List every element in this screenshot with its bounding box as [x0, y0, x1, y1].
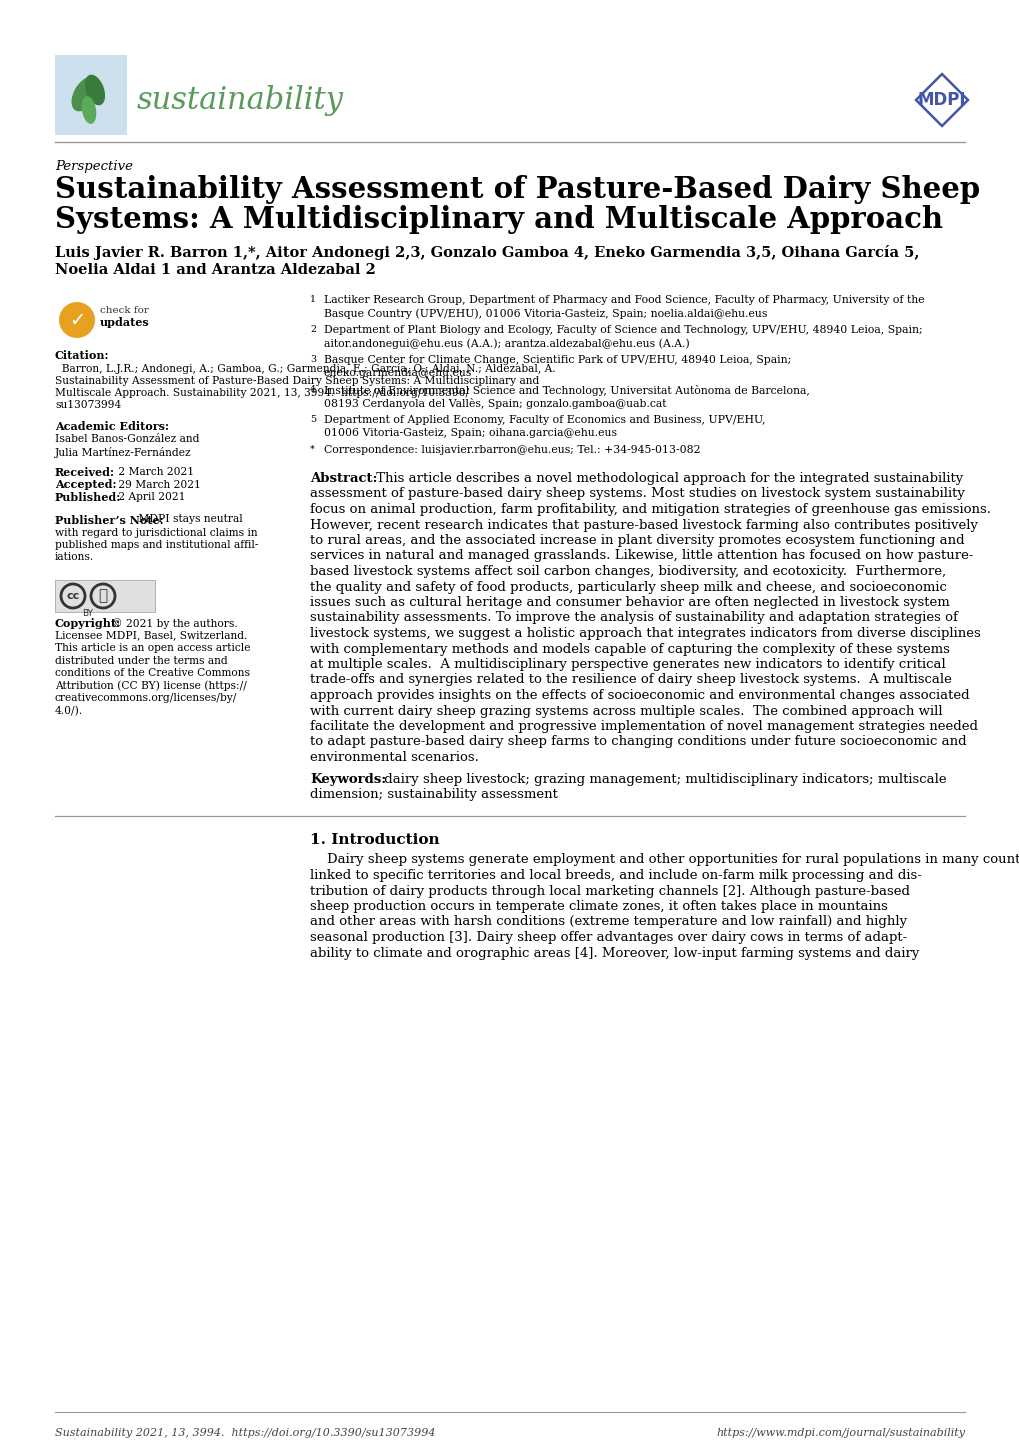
Text: Copyright:: Copyright:	[55, 619, 121, 629]
Text: 2: 2	[310, 324, 316, 335]
Text: services in natural and managed grasslands. Likewise, little attention has focus: services in natural and managed grasslan…	[310, 549, 972, 562]
Text: at multiple scales.  A multidisciplinary perspective generates new indicators to: at multiple scales. A multidisciplinary …	[310, 658, 945, 671]
Text: issues such as cultural heritage and consumer behavior are often neglected in li: issues such as cultural heritage and con…	[310, 596, 949, 609]
FancyBboxPatch shape	[55, 55, 127, 136]
Text: 2 April 2021: 2 April 2021	[115, 492, 185, 502]
Text: 1. Introduction: 1. Introduction	[310, 833, 439, 848]
Text: Department of Applied Economy, Faculty of Economics and Business, UPV/EHU,: Department of Applied Economy, Faculty o…	[324, 415, 765, 425]
Text: Accepted:: Accepted:	[55, 480, 116, 490]
Text: Department of Plant Biology and Ecology, Faculty of Science and Technology, UPV/: Department of Plant Biology and Ecology,…	[324, 324, 922, 335]
Text: Noelia Aldai 1 and Arantza Aldezabal 2: Noelia Aldai 1 and Arantza Aldezabal 2	[55, 262, 376, 277]
Text: 4.0/).: 4.0/).	[55, 705, 84, 715]
Text: Sustainability 2021, 13, 3994.  https://doi.org/10.3390/su13073994: Sustainability 2021, 13, 3994. https://d…	[55, 1428, 435, 1438]
Text: MDPI: MDPI	[917, 91, 965, 110]
Text: published maps and institutional affil-: published maps and institutional affil-	[55, 539, 258, 549]
Text: conditions of the Creative Commons: conditions of the Creative Commons	[55, 668, 250, 678]
Text: sustainability assessments. To improve the analysis of sustainability and adapta: sustainability assessments. To improve t…	[310, 611, 957, 624]
Text: Multiscale Approach. Sustainability 2021, 13, 3994.  https://doi.org/10.3390/: Multiscale Approach. Sustainability 2021…	[55, 388, 469, 398]
Text: focus on animal production, farm profitability, and mitigation strategies of gre: focus on animal production, farm profita…	[310, 503, 990, 516]
Text: 5: 5	[310, 415, 316, 424]
Text: Licensee MDPI, Basel, Switzerland.: Licensee MDPI, Basel, Switzerland.	[55, 630, 248, 640]
Text: sustainability: sustainability	[137, 85, 343, 115]
Ellipse shape	[82, 97, 96, 124]
Text: Attribution (CC BY) license (https://: Attribution (CC BY) license (https://	[55, 681, 247, 691]
Text: Keywords:: Keywords:	[310, 773, 386, 786]
Text: Abstract:: Abstract:	[310, 472, 377, 485]
FancyBboxPatch shape	[55, 580, 155, 611]
Text: Citation:: Citation:	[55, 350, 109, 360]
Text: This article describes a novel methodological approach for the integrated sustai: This article describes a novel methodolo…	[372, 472, 962, 485]
Text: creativecommons.org/licenses/by/: creativecommons.org/licenses/by/	[55, 694, 237, 704]
Text: Barron, L.J.R.; Andonegi, A.; Gamboa, G.; Garmendia, E.; García, O.; Aldai, N.; : Barron, L.J.R.; Andonegi, A.; Gamboa, G.…	[55, 363, 555, 373]
Text: livestock systems, we suggest a holistic approach that integrates indicators fro: livestock systems, we suggest a holistic…	[310, 627, 980, 640]
Text: facilitate the development and progressive implementation of novel management st: facilitate the development and progressi…	[310, 720, 977, 733]
Text: Sustainability Assessment of Pasture-Based Dairy Sheep Systems: A Multidisciplin: Sustainability Assessment of Pasture-Bas…	[55, 375, 539, 385]
Text: Correspondence: luisjavier.rbarron@ehu.eus; Tel.: +34-945-013-082: Correspondence: luisjavier.rbarron@ehu.e…	[324, 446, 700, 456]
Text: assessment of pasture-based dairy sheep systems. Most studies on livestock syste: assessment of pasture-based dairy sheep …	[310, 487, 964, 500]
Text: linked to specific territories and local breeds, and include on-farm milk proces: linked to specific territories and local…	[310, 870, 921, 883]
Text: with current dairy sheep grazing systems across multiple scales.  The combined a: with current dairy sheep grazing systems…	[310, 705, 942, 718]
Text: *: *	[310, 446, 315, 454]
Text: su13073994: su13073994	[55, 401, 121, 411]
Text: sheep production occurs in temperate climate zones, it often takes place in moun: sheep production occurs in temperate cli…	[310, 900, 887, 913]
Text: with complementary methods and models capable of capturing the complexity of the: with complementary methods and models ca…	[310, 643, 949, 656]
Text: Publisher’s Note:: Publisher’s Note:	[55, 515, 163, 525]
Text: cc: cc	[66, 591, 79, 601]
Text: Isabel Banos-González and: Isabel Banos-González and	[55, 434, 200, 444]
Text: ability to climate and orographic areas [4]. Moreover, low-input farming systems: ability to climate and orographic areas …	[310, 946, 918, 959]
Text: Perspective: Perspective	[55, 160, 132, 173]
Text: seasonal production [3]. Dairy sheep offer advantages over dairy cows in terms o: seasonal production [3]. Dairy sheep off…	[310, 932, 906, 945]
Text: Basque Center for Climate Change, Scientific Park of UPV/EHU, 48940 Leioa, Spain: Basque Center for Climate Change, Scient…	[324, 355, 791, 365]
Text: © 2021 by the authors.: © 2021 by the authors.	[112, 619, 237, 629]
Ellipse shape	[71, 76, 99, 111]
Text: tribution of dairy products through local marketing channels [2]. Although pastu: tribution of dairy products through loca…	[310, 884, 909, 897]
Text: dairy sheep livestock; grazing management; multidisciplinary indicators; multisc: dairy sheep livestock; grazing managemen…	[380, 773, 946, 786]
Text: 3: 3	[310, 355, 316, 363]
Text: updates: updates	[100, 317, 150, 327]
Text: https://www.mdpi.com/journal/sustainability: https://www.mdpi.com/journal/sustainabil…	[715, 1428, 964, 1438]
Text: Luis Javier R. Barron 1,*, Aitor Andonegi 2,3, Gonzalo Gamboa 4, Eneko Garmendia: Luis Javier R. Barron 1,*, Aitor Andoneg…	[55, 245, 918, 260]
Text: This article is an open access article: This article is an open access article	[55, 643, 251, 653]
Text: ✓: ✓	[68, 310, 86, 330]
Ellipse shape	[85, 75, 105, 105]
Text: dimension; sustainability assessment: dimension; sustainability assessment	[310, 787, 557, 800]
Text: 2 March 2021: 2 March 2021	[115, 467, 194, 477]
Text: distributed under the terms and: distributed under the terms and	[55, 656, 227, 666]
Text: check for: check for	[100, 306, 149, 314]
Text: Institute of Environmental Science and Technology, Universitat Autònoma de Barce: Institute of Environmental Science and T…	[324, 385, 809, 397]
Text: Basque Country (UPV/EHU), 01006 Vitoria-Gasteiz, Spain; noelia.aldai@ehu.eus: Basque Country (UPV/EHU), 01006 Vitoria-…	[324, 309, 766, 319]
Text: 08193 Cerdanyola del Vallès, Spain; gonzalo.gamboa@uab.cat: 08193 Cerdanyola del Vallès, Spain; gonz…	[324, 398, 665, 410]
Text: to adapt pasture-based dairy sheep farms to changing conditions under future soc: to adapt pasture-based dairy sheep farms…	[310, 735, 966, 748]
Text: to rural areas, and the associated increase in plant diversity promotes ecosyste: to rural areas, and the associated incre…	[310, 534, 964, 547]
Text: based livestock systems affect soil carbon changes, biodiversity, and ecotoxicit: based livestock systems affect soil carb…	[310, 565, 946, 578]
Text: trade-offs and synergies related to the resilience of dairy sheep livestock syst: trade-offs and synergies related to the …	[310, 673, 951, 686]
Text: with regard to jurisdictional claims in: with regard to jurisdictional claims in	[55, 528, 258, 538]
Text: Sustainability Assessment of Pasture-Based Dairy Sheep: Sustainability Assessment of Pasture-Bas…	[55, 174, 979, 203]
Text: Dairy sheep systems generate employment and other opportunities for rural popula: Dairy sheep systems generate employment …	[310, 854, 1019, 867]
Text: Julia Martínez-Fernández: Julia Martínez-Fernández	[55, 447, 192, 457]
Text: 1: 1	[310, 296, 316, 304]
Text: However, recent research indicates that pasture-based livestock farming also con: However, recent research indicates that …	[310, 519, 977, 532]
Circle shape	[59, 301, 95, 337]
Text: Received:: Received:	[55, 467, 115, 477]
Text: environmental scenarios.: environmental scenarios.	[310, 751, 478, 764]
Text: Lactiker Research Group, Department of Pharmacy and Food Science, Faculty of Pha: Lactiker Research Group, Department of P…	[324, 296, 923, 306]
Text: MDPI stays neutral: MDPI stays neutral	[135, 515, 243, 525]
Text: aitor.andonegui@ehu.eus (A.A.); arantza.aldezabal@ehu.eus (A.A.): aitor.andonegui@ehu.eus (A.A.); arantza.…	[324, 337, 689, 349]
Text: Systems: A Multidisciplinary and Multiscale Approach: Systems: A Multidisciplinary and Multisc…	[55, 205, 943, 234]
Text: and other areas with harsh conditions (extreme temperature and low rainfall) and: and other areas with harsh conditions (e…	[310, 916, 906, 929]
Text: iations.: iations.	[55, 552, 94, 562]
Text: Ⓑ: Ⓑ	[99, 588, 107, 604]
Text: eneko.garmendia@ehu.eus: eneko.garmendia@ehu.eus	[324, 368, 472, 378]
Text: the quality and safety of food products, particularly sheep milk and cheese, and: the quality and safety of food products,…	[310, 581, 946, 594]
Text: BY: BY	[83, 609, 94, 619]
Text: Academic Editors:: Academic Editors:	[55, 421, 169, 433]
Text: 29 March 2021: 29 March 2021	[115, 480, 201, 489]
Text: 01006 Vitoria-Gasteiz, Spain; oihana.garcia@ehu.eus: 01006 Vitoria-Gasteiz, Spain; oihana.gar…	[324, 428, 616, 438]
Text: approach provides insights on the effects of socioeconomic and environmental cha: approach provides insights on the effect…	[310, 689, 969, 702]
Text: 4: 4	[310, 385, 316, 394]
Text: Published:: Published:	[55, 492, 121, 503]
